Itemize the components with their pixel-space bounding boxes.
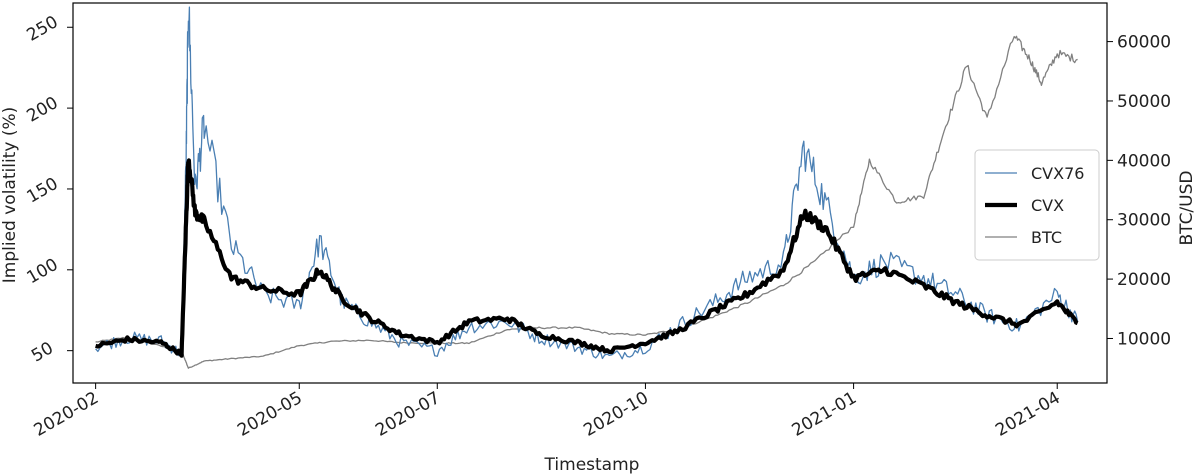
y-left-tick-label: 250 [23,12,61,46]
x-axis-label: Timestamp [544,455,640,475]
x-tick-label: 2020-02 [31,388,103,441]
y-right-tick-label: 20000 [1117,270,1171,290]
y-left-tick-label: 200 [23,93,61,127]
series-line-cvx [95,158,1079,358]
y-left-tick-label: 150 [23,174,61,208]
x-tick-label: 2020-05 [234,388,306,441]
x-tick-label: 2020-10 [580,388,652,441]
x-tick-label: 2020-07 [372,388,444,441]
y-axis-right-label: BTC/USD [1177,171,1197,246]
series-line-cvx76 [95,6,1079,360]
x-tick-label: 2021-04 [992,388,1064,441]
y-right-tick-label: 10000 [1117,329,1171,349]
y-left-tick-label: 50 [28,338,57,366]
legend: CVX76 CVX BTC [974,149,1100,261]
x-tick-label: 2021-01 [789,388,861,441]
y-axis-left-label: Implied volatility (%) [0,107,20,283]
legend-label-btc: BTC [1031,228,1062,247]
legend-label-cvx: CVX [1031,196,1064,215]
y-right-tick-label: 60000 [1117,33,1171,53]
series-layer [95,6,1079,369]
plot-frame [72,2,1108,384]
y-right-tick-label: 30000 [1117,211,1171,231]
legend-box [974,149,1100,261]
y-left-tick-label: 100 [23,255,61,289]
y-right-tick-label: 50000 [1117,92,1171,112]
legend-label-cvx76: CVX76 [1031,164,1084,183]
series-line-btc [95,35,1078,369]
y-right-tick-label: 40000 [1117,151,1171,171]
